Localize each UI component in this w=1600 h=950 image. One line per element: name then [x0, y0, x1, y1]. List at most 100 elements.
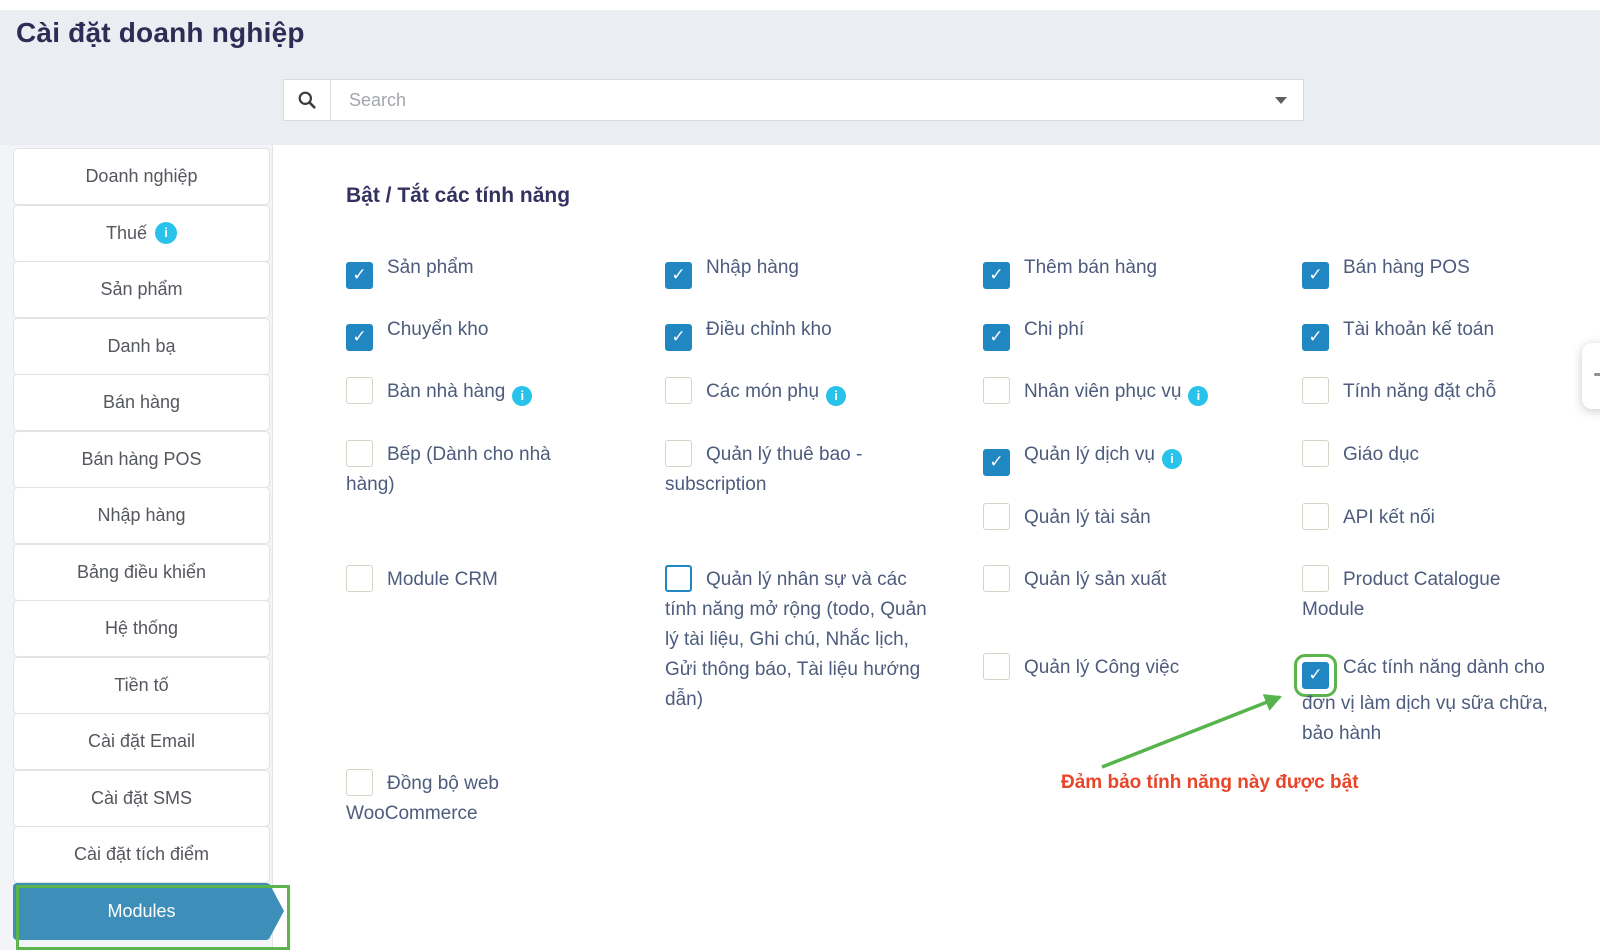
- sidebar-item-8[interactable]: Hệ thống: [13, 600, 270, 657]
- feature-checkbox[interactable]: ✓: [665, 324, 692, 351]
- feature-item: Quản lý Công việc: [983, 653, 1288, 683]
- feature-label: Chuyển kho: [387, 319, 489, 340]
- search-dropdown-caret-icon[interactable]: [1275, 96, 1287, 104]
- feature-label: Thêm bán hàng: [1024, 257, 1158, 278]
- main-panel: [272, 145, 1600, 950]
- sidebar-item-9[interactable]: Tiền tố: [13, 656, 270, 714]
- feature-checkbox[interactable]: [983, 377, 1010, 404]
- feature-checkbox[interactable]: [983, 503, 1010, 530]
- sidebar-item-7[interactable]: Bảng điều khiển: [13, 543, 270, 601]
- search-box: [283, 79, 1304, 121]
- feature-label: Bếp (Dành cho nhà hàng): [346, 444, 551, 495]
- feature-item: Quản lý nhân sự và các tính năng mở rộng…: [665, 565, 937, 715]
- feature-checkbox[interactable]: [346, 440, 373, 467]
- feature-checkbox[interactable]: [665, 377, 692, 404]
- feature-item: Nhân viên phục vụ i: [983, 377, 1288, 407]
- sidebar-item-label: Cài đặt tích điểm: [73, 844, 210, 864]
- feature-item: Quản lý sản xuất: [983, 565, 1288, 595]
- feature-label: Sản phẩm: [387, 257, 474, 278]
- feature-item: API kết nối: [1302, 503, 1600, 533]
- sidebar-item-2[interactable]: Sản phẩm: [13, 261, 270, 318]
- feature-label: Tài khoản kế toán: [1343, 319, 1495, 340]
- feature-checkbox[interactable]: ✓: [1294, 654, 1337, 697]
- feature-checkbox[interactable]: [983, 653, 1010, 680]
- sidebar-item-label: Tiền tố: [114, 674, 169, 695]
- sidebar-item-13[interactable]: Modules: [13, 882, 270, 940]
- top-band: [0, 10, 1600, 145]
- feature-item: ✓ Các tính năng dành cho đơn vị làm dịch …: [1294, 653, 1564, 749]
- feature-label: Quản lý Công việc: [1024, 657, 1180, 678]
- feature-label: Quản lý tài sản: [1024, 507, 1151, 528]
- feature-checkbox[interactable]: [346, 769, 373, 796]
- feature-label: Bán hàng POS: [1343, 257, 1470, 278]
- sidebar-item-label: Cài đặt SMS: [90, 787, 193, 808]
- info-icon[interactable]: i: [1188, 386, 1209, 406]
- sidebar-item-3[interactable]: Danh bạ: [13, 317, 270, 375]
- feature-item: Quản lý thuê bao - subscription: [665, 440, 945, 500]
- feature-item: Đồng bộ web WooCommerce: [346, 769, 596, 829]
- sidebar-item-10[interactable]: Cài đặt Email: [13, 713, 270, 770]
- feature-label: Tính năng đặt chỗ: [1343, 381, 1497, 402]
- feature-label: Điều chỉnh kho: [706, 319, 832, 340]
- sidebar-item-5[interactable]: Bán hàng POS: [13, 430, 270, 488]
- feature-item: Product Catalogue Module: [1302, 565, 1540, 625]
- sidebar-item-label: Bán hàng: [102, 392, 181, 412]
- sidebar-item-0[interactable]: Doanh nghiệp: [13, 148, 270, 205]
- feature-checkbox[interactable]: ✓: [983, 449, 1010, 476]
- feature-item: Quản lý tài sản: [983, 503, 1288, 533]
- sidebar-item-label: Bán hàng POS: [81, 448, 202, 469]
- info-icon[interactable]: i: [1161, 449, 1182, 469]
- feature-label: Các tính năng dành cho đơn vị làm dịch v…: [1302, 657, 1548, 744]
- feature-label: Nhập hàng: [706, 257, 799, 278]
- feature-label: Chi phí: [1024, 319, 1085, 340]
- edge-floating-button[interactable]: [1582, 343, 1600, 409]
- search-input[interactable]: [331, 80, 1275, 120]
- sidebar-item-label: Sản phẩm: [100, 279, 183, 299]
- feature-item: Giáo dục: [1302, 440, 1600, 470]
- page-title: Cài đặt doanh nghiệp: [16, 17, 305, 48]
- feature-label: Quản lý nhân sự và các tính năng mở rộng…: [665, 569, 927, 710]
- info-icon[interactable]: i: [512, 386, 533, 406]
- info-icon[interactable]: i: [155, 222, 178, 244]
- feature-checkbox[interactable]: ✓: [1302, 262, 1329, 289]
- feature-checkbox[interactable]: [665, 440, 692, 467]
- feature-checkbox[interactable]: [1302, 440, 1329, 467]
- feature-item: ✓ Thêm bán hàng: [983, 253, 1288, 289]
- feature-item: Bàn nhà hàng i: [346, 377, 651, 407]
- feature-checkbox[interactable]: [1302, 565, 1329, 592]
- feature-checkbox[interactable]: [1302, 503, 1329, 530]
- feature-label: Giáo dục: [1343, 444, 1420, 465]
- feature-checkbox[interactable]: ✓: [1302, 324, 1329, 351]
- feature-checkbox[interactable]: [346, 565, 373, 592]
- feature-item: ✓ Nhập hàng: [665, 253, 970, 289]
- feature-item: Tính năng đặt chỗ: [1302, 377, 1600, 407]
- feature-checkbox[interactable]: [1302, 377, 1329, 404]
- feature-checkbox[interactable]: ✓: [346, 262, 373, 289]
- feature-item: ✓ Chi phí: [983, 315, 1288, 351]
- sidebar-item-4[interactable]: Bán hàng: [13, 374, 270, 431]
- feature-item: ✓ Bán hàng POS: [1302, 253, 1600, 289]
- feature-item: Các món phụ i: [665, 377, 970, 407]
- sidebar-item-12[interactable]: Cài đặt tích điểm: [13, 826, 270, 883]
- feature-label: Các món phụ: [706, 381, 820, 402]
- feature-checkbox[interactable]: [346, 377, 373, 404]
- feature-checkbox[interactable]: ✓: [983, 324, 1010, 351]
- sidebar-item-6[interactable]: Nhập hàng: [13, 487, 270, 544]
- feature-item: ✓ Quản lý dịch vụ i: [983, 440, 1288, 476]
- feature-checkbox[interactable]: ✓: [983, 262, 1010, 289]
- search-icon: [284, 80, 331, 120]
- sidebar-item-11[interactable]: Cài đặt SMS: [13, 769, 270, 827]
- feature-checkbox[interactable]: [665, 565, 692, 592]
- feature-label: API kết nối: [1343, 507, 1435, 528]
- sidebar-item-1[interactable]: Thuế i: [13, 204, 270, 262]
- feature-checkbox[interactable]: ✓: [346, 324, 373, 351]
- feature-item: ✓ Tài khoản kế toán: [1302, 315, 1600, 351]
- feature-item: Module CRM: [346, 565, 651, 595]
- feature-label: Module CRM: [387, 569, 498, 590]
- feature-checkbox[interactable]: [983, 565, 1010, 592]
- feature-item: ✓ Sản phẩm: [346, 253, 651, 289]
- feature-label: Quản lý sản xuất: [1024, 569, 1167, 590]
- info-icon[interactable]: i: [826, 386, 847, 406]
- feature-label: Quản lý dịch vụ: [1024, 444, 1155, 465]
- feature-checkbox[interactable]: ✓: [665, 262, 692, 289]
